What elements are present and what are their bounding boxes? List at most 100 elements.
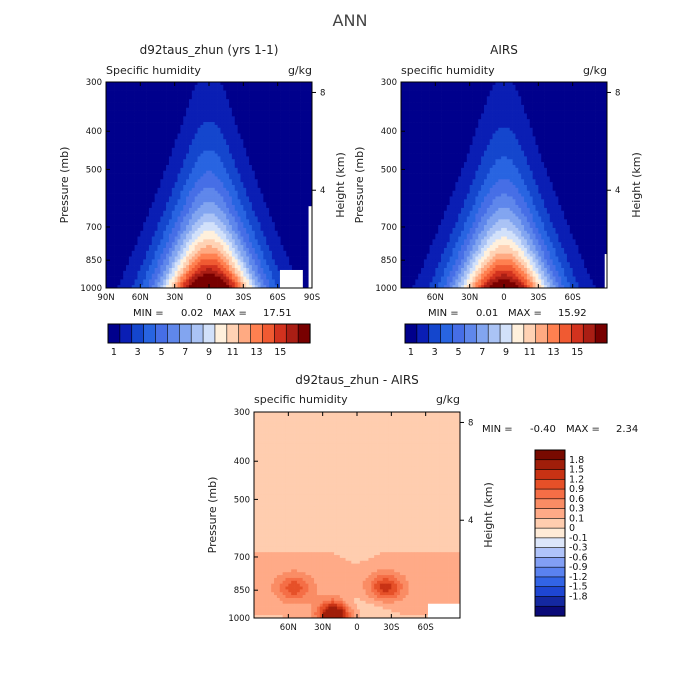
contour-cell: [194, 176, 198, 180]
contour-cell: [108, 233, 113, 237]
contour-cell: [120, 193, 124, 197]
contour-cell: [266, 216, 270, 220]
contour-cell: [211, 222, 216, 226]
contour-cell: [246, 162, 250, 166]
contour-cell: [254, 179, 258, 183]
contour-cell: [226, 156, 230, 160]
contour-cell: [274, 273, 279, 277]
contour-cell: [223, 216, 227, 220]
contour-cell: [143, 259, 147, 263]
contour-cell: [269, 87, 273, 91]
contour-cell: [128, 242, 133, 246]
contour-cell: [266, 213, 270, 217]
contour-cell: [300, 127, 304, 131]
contour-cell: [223, 222, 227, 226]
contour-cell: [209, 116, 213, 120]
contour-cell: [123, 207, 127, 212]
contour-cell: [197, 96, 201, 100]
contour-cell: [274, 262, 279, 266]
contour-cell: [151, 199, 155, 203]
contour-cell: [217, 262, 221, 266]
contour-cell: [231, 236, 236, 240]
contour-cell: [111, 173, 115, 177]
contour-cell: [168, 90, 173, 94]
contour-cell: [229, 270, 233, 275]
contour-cell: [137, 199, 141, 203]
contour-cell: [257, 207, 261, 212]
contour-cell: [234, 239, 238, 243]
contour-cell: [246, 116, 250, 120]
contour-cell: [117, 219, 121, 223]
contour-cell: [188, 142, 193, 146]
contour-cell: [229, 222, 233, 226]
contour-cell: [306, 147, 310, 152]
contour-cell: [108, 267, 113, 272]
contour-cell: [191, 265, 196, 269]
contour-cell: [143, 179, 147, 183]
contour-cell: [251, 122, 256, 126]
contour-cell: [171, 147, 176, 152]
contour-cell: [126, 265, 130, 269]
contour-cell: [188, 167, 193, 172]
contour-cell: [234, 262, 238, 266]
contour-cell: [214, 207, 218, 212]
contour-cell: [177, 113, 181, 117]
contour-cell: [254, 150, 258, 154]
contour-cell: [108, 90, 113, 94]
contour-cell: [203, 173, 207, 177]
contour-cell: [306, 110, 310, 114]
contour-cell: [186, 205, 190, 209]
contour-cell: [257, 122, 261, 126]
contour-cell: [277, 90, 281, 94]
contour-cell: [157, 273, 161, 277]
contour-cell: [251, 144, 256, 149]
contour-cell: [274, 167, 279, 172]
contour-cell: [223, 262, 227, 266]
contour-cell: [174, 239, 178, 243]
contour-cell: [309, 130, 312, 134]
contour-cell: [120, 142, 124, 146]
contour-cell: [294, 182, 299, 186]
contour-cell: [123, 82, 127, 86]
contour-cell: [214, 245, 218, 249]
contour-cell: [120, 262, 124, 266]
contour-cell: [220, 82, 224, 86]
contour-cell: [177, 144, 181, 149]
contour-cell: [106, 202, 110, 206]
contour-cell: [120, 139, 124, 143]
contour-cell: [286, 267, 290, 272]
contour-cell: [249, 164, 253, 169]
contour-cell: [186, 187, 190, 192]
contour-cell: [211, 122, 216, 126]
contour-cell: [131, 216, 135, 220]
contour-cell: [297, 256, 301, 260]
contour-cell: [254, 164, 258, 169]
contour-cell: [277, 222, 281, 226]
contour-cell: [108, 276, 113, 280]
contour-cell: [234, 219, 238, 223]
contour-cell: [194, 262, 198, 266]
contour-cell: [151, 222, 155, 226]
contour-cell: [131, 233, 135, 237]
contour-cell: [148, 104, 153, 109]
contour-cell: [151, 104, 155, 109]
contour-cell: [249, 242, 253, 246]
contour-cell: [154, 173, 158, 177]
contour-cell: [177, 256, 181, 260]
contour-cell: [203, 156, 207, 160]
contour-cell: [266, 193, 270, 197]
contour-cell: [148, 136, 153, 140]
contour-cell: [117, 104, 121, 109]
contour-cell: [300, 222, 304, 226]
contour-cell: [243, 227, 247, 232]
contour-cell: [143, 96, 147, 100]
contour-cell: [249, 207, 253, 212]
contour-cell: [134, 199, 138, 203]
contour-cell: [183, 230, 187, 234]
contour-cell: [209, 273, 213, 277]
contour-cell: [211, 84, 216, 89]
contour-cell: [111, 167, 115, 172]
contour-cell: [229, 96, 233, 100]
contour-cell: [163, 102, 167, 106]
contour-cell: [206, 239, 210, 243]
